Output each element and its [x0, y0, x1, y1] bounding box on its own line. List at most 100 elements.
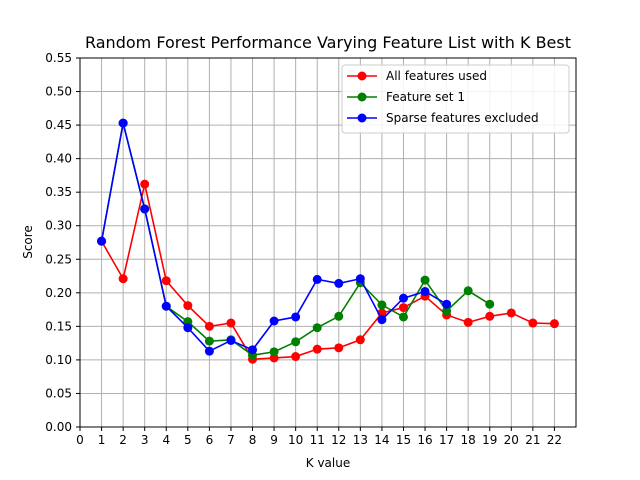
- x-tick-label: 7: [227, 433, 235, 447]
- legend-item: Feature set 1: [347, 90, 465, 104]
- data-point: [463, 286, 473, 296]
- y-tick-label: 0.30: [45, 219, 72, 233]
- data-point: [334, 343, 344, 353]
- x-tick-label: 21: [525, 433, 540, 447]
- data-point: [161, 276, 171, 286]
- data-point: [291, 337, 301, 347]
- data-point: [334, 278, 344, 288]
- x-tick-label: 14: [374, 433, 389, 447]
- data-point: [312, 274, 322, 284]
- x-tick-label: 3: [141, 433, 149, 447]
- data-point: [355, 274, 365, 284]
- plot-area-frame: [79, 57, 577, 428]
- y-tick-label: 0.25: [45, 252, 72, 266]
- data-point: [398, 293, 408, 303]
- y-tick-label: 0.50: [45, 85, 72, 99]
- x-tick-label: 6: [206, 433, 214, 447]
- data-point: [269, 347, 279, 357]
- y-tick-label: 0.45: [45, 118, 72, 132]
- data-point: [226, 318, 236, 328]
- series-line: [100, 183, 555, 361]
- data-point: [291, 352, 301, 362]
- data-point: [377, 315, 387, 325]
- legend-box: [341, 64, 570, 134]
- data-point: [183, 301, 193, 311]
- x-tick-label: 4: [162, 433, 170, 447]
- x-tick-label: 5: [184, 433, 192, 447]
- x-tick-label: 10: [288, 433, 303, 447]
- data-point: [312, 323, 322, 333]
- data-point: [291, 312, 301, 322]
- data-point: [269, 316, 279, 326]
- y-tick-label: 0.40: [45, 152, 72, 166]
- data-point: [161, 301, 171, 311]
- data-point: [420, 275, 430, 285]
- x-tick-label: 8: [249, 433, 257, 447]
- data-point: [398, 312, 408, 322]
- x-tick-label: 16: [417, 433, 432, 447]
- data-point: [463, 317, 473, 327]
- x-tick-label: 0: [76, 433, 84, 447]
- x-tick-label: 22: [547, 433, 562, 447]
- data-point: [485, 311, 495, 321]
- y-tick-label: 0.05: [45, 386, 72, 400]
- legend-swatch-marker: [357, 113, 367, 123]
- x-tick-label: 17: [439, 433, 454, 447]
- series: [97, 118, 559, 364]
- data-point: [204, 336, 214, 346]
- data-point: [549, 319, 559, 329]
- y-tick-label: 0.35: [45, 185, 72, 199]
- data-point: [420, 286, 430, 296]
- x-axis-label: K value: [306, 456, 350, 470]
- x-tick-label: 18: [461, 433, 476, 447]
- data-point: [442, 306, 452, 316]
- x-tick-label: 15: [396, 433, 411, 447]
- y-axis-label: Score: [21, 225, 35, 259]
- data-point: [183, 323, 193, 333]
- data-point: [398, 303, 408, 313]
- data-point: [226, 335, 236, 345]
- data-point: [118, 274, 128, 284]
- data-point: [97, 236, 107, 246]
- data-point: [312, 344, 322, 354]
- x-tick-label: 1: [98, 433, 106, 447]
- data-point: [248, 345, 258, 355]
- legend-label: Sparse features excluded: [386, 111, 539, 125]
- x-tick-label: 12: [331, 433, 346, 447]
- legend-swatch-marker: [357, 71, 367, 81]
- axis-ticks: 0 1 2 3 4 5 6 7 8 9 10 11 12 13 14 15 16 17 18 19 20 21 220.00…: [45, 51, 562, 447]
- x-tick-label: 13: [353, 433, 368, 447]
- x-tick-label: 19: [482, 433, 497, 447]
- data-point: [377, 300, 387, 310]
- y-tick-label: 0.15: [45, 319, 72, 333]
- y-tick-label: 0.00: [45, 420, 72, 434]
- x-tick-label: 20: [504, 433, 519, 447]
- legend-label: All features used: [386, 69, 487, 83]
- legend-item: Sparse features excluded: [347, 111, 539, 125]
- x-tick-label: 9: [270, 433, 278, 447]
- data-point: [204, 346, 214, 356]
- data-point: [140, 179, 150, 189]
- series-3: [97, 118, 452, 356]
- chart-title: Random Forest Performance Varying Featur…: [85, 33, 571, 52]
- data-point: [528, 318, 538, 328]
- data-point: [334, 311, 344, 321]
- x-tick-label: 2: [119, 433, 127, 447]
- data-point: [140, 204, 150, 214]
- y-tick-label: 0.10: [45, 353, 72, 367]
- legend-swatch-marker: [357, 92, 367, 102]
- data-point: [204, 321, 214, 331]
- y-tick-label: 0.55: [45, 51, 72, 65]
- legend-label: Feature set 1: [386, 90, 465, 104]
- series-1: [97, 179, 559, 364]
- legend-item: All features used: [347, 69, 487, 83]
- grid: [79, 57, 576, 428]
- legend: All features used Feature set 1 Sparse fea…: [341, 64, 570, 134]
- data-point: [118, 118, 128, 128]
- data-point: [506, 308, 516, 318]
- data-point: [355, 335, 365, 345]
- data-point: [442, 299, 452, 309]
- data-point: [485, 299, 495, 309]
- x-tick-label: 11: [310, 433, 325, 447]
